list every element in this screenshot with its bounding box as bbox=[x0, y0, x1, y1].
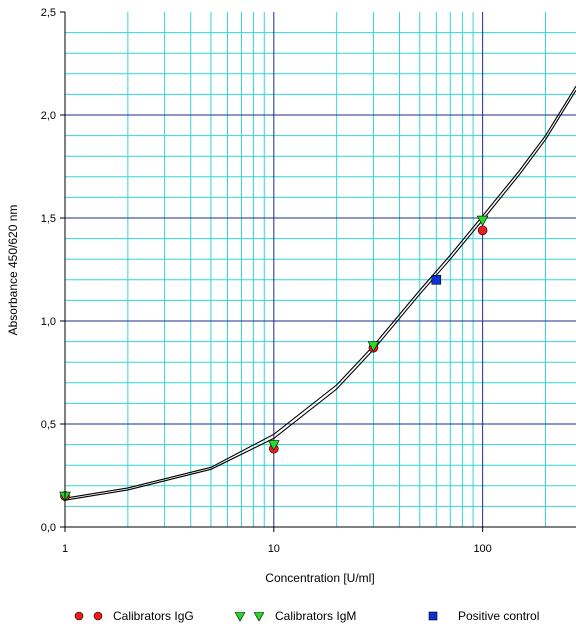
calibrators-igg-point bbox=[478, 226, 487, 235]
y-tick-label: 0,5 bbox=[41, 419, 56, 431]
legend-marker-positive-control bbox=[429, 612, 437, 620]
legend-marker-calibrators-igg bbox=[75, 612, 83, 620]
y-axis-title: Absorbance 450/620 nm bbox=[6, 205, 20, 336]
legend-marker-calibrators-igm bbox=[254, 613, 264, 622]
legend-marker-calibrators-igm bbox=[235, 613, 245, 622]
positive-control-point bbox=[432, 275, 441, 284]
fitted-curve-1 bbox=[65, 90, 576, 500]
y-tick-label: 2,0 bbox=[41, 110, 56, 122]
fitted-curve-2 bbox=[65, 86, 576, 498]
x-axis-title: Concentration [U/ml] bbox=[265, 571, 374, 585]
legend-label-calibrators-igm: Calibrators IgM bbox=[275, 609, 356, 623]
x-tick-label: 10 bbox=[268, 543, 280, 555]
legend-label-positive-control: Positive control bbox=[458, 609, 539, 623]
x-tick-label: 1 bbox=[62, 543, 68, 555]
legend: Calibrators IgG Calibrators IgM Positive c… bbox=[75, 609, 539, 623]
legend-marker-calibrators-igg bbox=[94, 612, 102, 620]
y-tick-label: 2,5 bbox=[41, 7, 56, 19]
x-tick-label: 100 bbox=[473, 543, 491, 555]
y-tick-label: 1,0 bbox=[41, 316, 56, 328]
y-tick-label: 0,0 bbox=[41, 522, 56, 534]
y-tick-label: 1,5 bbox=[41, 213, 56, 225]
tick-labels: 0,0 0,5 1,0 1,5 2,0 2,5 1 10 100 bbox=[41, 7, 492, 555]
legend-label-calibrators-igg: Calibrators IgG bbox=[113, 609, 194, 623]
major-grid bbox=[65, 12, 576, 527]
fitted-curves bbox=[65, 86, 576, 500]
axes bbox=[65, 12, 576, 527]
minor-grid bbox=[65, 12, 576, 527]
